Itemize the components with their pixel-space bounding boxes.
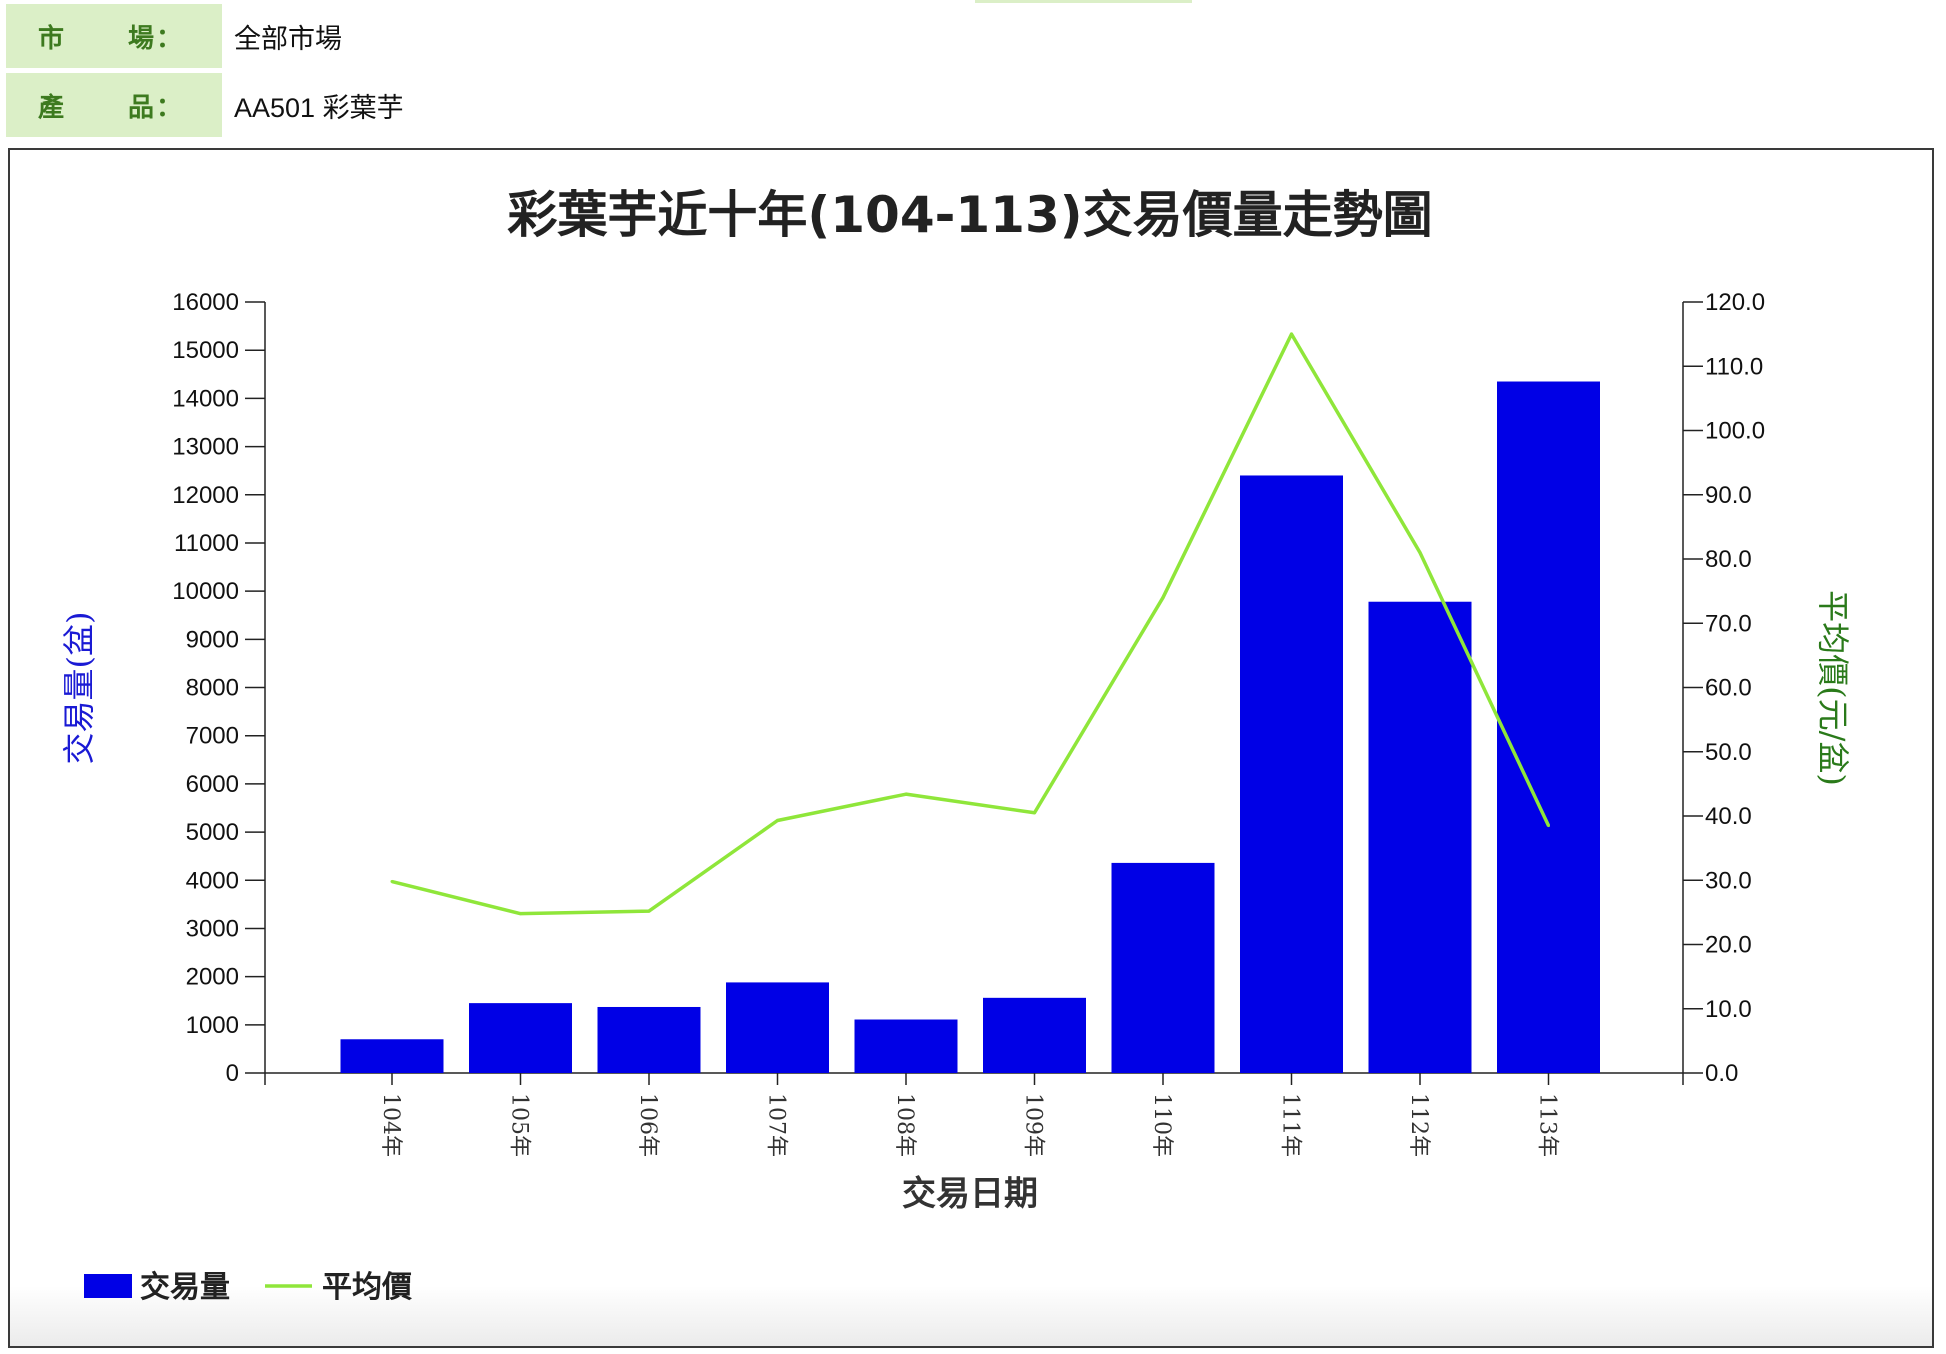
price-point — [1033, 811, 1036, 815]
product-filter-row: 產 品： AA501 彩葉芋 — [6, 73, 404, 137]
market-value: 全部市場 — [234, 23, 342, 54]
bar — [469, 1003, 572, 1073]
y-tick-label: 1000 — [186, 1012, 239, 1039]
legend-label-volume: 交易量 — [140, 1270, 230, 1305]
chart-bottom-fade — [10, 1286, 1932, 1346]
bar — [726, 982, 829, 1073]
chart-legend: 交易量 平均價 — [84, 1270, 412, 1305]
y2-tick-label: 50.0 — [1705, 739, 1752, 766]
y2-tick-label: 70.0 — [1705, 610, 1752, 637]
x-tick-label: 108年 — [892, 1093, 917, 1157]
legend-label-price: 平均價 — [322, 1270, 412, 1305]
price-point — [390, 880, 394, 884]
chart-frame — [8, 148, 1934, 1348]
x-axis-title: 交易日期 — [902, 1174, 1038, 1214]
x-tick-label: 112年 — [1406, 1093, 1431, 1157]
y2-axis-title: 平均價(元/盆) — [1814, 590, 1852, 786]
market-label-first-char: 市 — [38, 22, 67, 53]
y2-tick-label: 40.0 — [1705, 803, 1752, 830]
price-point — [1547, 824, 1550, 828]
bar — [1111, 862, 1215, 1073]
legend-swatch-volume — [84, 1274, 132, 1298]
y2-tick-label: 30.0 — [1705, 867, 1752, 894]
price-point — [647, 909, 651, 913]
price-point — [1290, 332, 1293, 336]
y-axis-title: 交易量(盆) — [60, 612, 98, 765]
price-point — [1418, 551, 1422, 555]
y-tick-label: 5000 — [186, 819, 239, 846]
x-tick-label: 106年 — [635, 1093, 660, 1157]
top-accent-strip — [975, 0, 1192, 3]
bar — [1368, 601, 1472, 1073]
price-point — [776, 818, 779, 822]
x-tick-label: 104年 — [378, 1093, 403, 1157]
price-point — [1161, 596, 1165, 600]
y2-tick-label: 110.0 — [1705, 353, 1763, 380]
y-tick-label: 16000 — [172, 289, 239, 316]
bar — [983, 997, 1086, 1073]
y-tick-label: 4000 — [186, 867, 239, 894]
y-tick-label: 9000 — [186, 626, 239, 653]
y-tick-label: 12000 — [172, 482, 239, 509]
y-tick-label: 0 — [226, 1060, 239, 1087]
x-tick-label: 111年 — [1278, 1093, 1303, 1157]
product-label-rest: 品： — [128, 91, 185, 122]
y2-tick-label: 0.0 — [1705, 1060, 1738, 1087]
bar — [597, 1006, 701, 1073]
y-tick-label: 2000 — [186, 964, 239, 991]
x-tick-label: 107年 — [764, 1093, 789, 1157]
y2-tick-label: 60.0 — [1705, 675, 1752, 702]
product-label-first-char: 產 — [38, 91, 67, 122]
y-tick-label: 8000 — [186, 675, 239, 702]
x-tick-label: 105年 — [507, 1093, 532, 1157]
market-label: 市 場： — [6, 4, 222, 68]
y-tick-label: 7000 — [186, 723, 239, 750]
y-tick-label: 11000 — [174, 530, 239, 557]
y2-tick-label: 90.0 — [1705, 482, 1752, 509]
bar — [1497, 381, 1600, 1073]
y2-tick-label: 10.0 — [1705, 996, 1752, 1023]
y-tick-label: 13000 — [172, 434, 239, 461]
product-value: AA501 彩葉芋 — [234, 92, 404, 123]
y2-tick-label: 80.0 — [1705, 546, 1752, 573]
market-label-rest: 場： — [128, 22, 185, 53]
y2-tick-label: 120.0 — [1705, 289, 1765, 316]
bar — [340, 1039, 444, 1073]
chart-title: 彩葉芋近十年(104-113)交易價量走勢圖 — [507, 186, 1432, 244]
x-tick-label: 113年 — [1535, 1093, 1560, 1157]
y-tick-label: 3000 — [186, 915, 239, 942]
price-point — [519, 912, 522, 916]
y-tick-label: 14000 — [172, 385, 239, 412]
y-tick-label: 10000 — [172, 578, 239, 605]
plot-area: 0 1000 2000 3000 4000 5000 6000 7000 8000 9000 100… — [172, 289, 1765, 1157]
x-tick-label: 109年 — [1021, 1093, 1046, 1157]
market-filter-row: 市 場： 全部市場 — [6, 4, 342, 68]
y-tick-label: 15000 — [172, 337, 239, 364]
x-tick-label: 110年 — [1149, 1093, 1174, 1157]
bar — [1240, 475, 1343, 1074]
product-label: 產 品： — [6, 73, 222, 137]
bar — [854, 1019, 958, 1073]
y2-tick-label: 20.0 — [1705, 932, 1752, 959]
y2-tick-label: 100.0 — [1705, 418, 1765, 445]
y-tick-label: 6000 — [186, 771, 239, 798]
price-line — [391, 332, 1551, 916]
price-point — [904, 792, 908, 796]
